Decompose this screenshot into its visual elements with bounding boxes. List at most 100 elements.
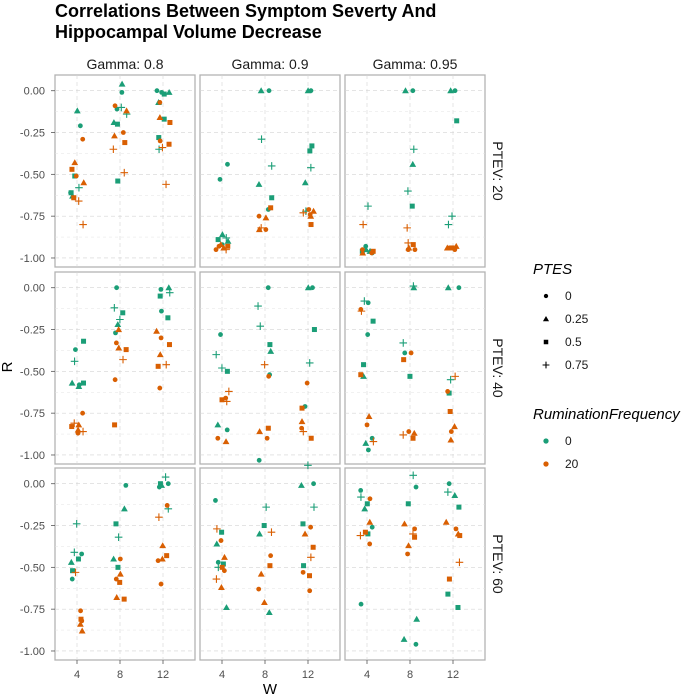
data-point [267,528,276,537]
data-point [444,284,452,291]
data-point [217,241,225,248]
legend-title-rumination: RuminationFrequency [533,406,681,423]
x-tick-label: 12 [447,669,459,681]
data-point [409,145,418,154]
chart-title-line-2: Hippocampal Volume Decrease [55,22,322,42]
data-point [446,576,452,582]
data-point [74,426,82,433]
data-point [364,422,370,428]
data-point [409,471,418,480]
data-point [404,187,412,195]
data-point [119,89,125,95]
data-point [454,530,462,537]
data-point [153,327,160,334]
data-point [405,244,413,251]
data-point [445,591,451,597]
facet-panel: Gamma: 0.9 [199,56,341,268]
facet-panel: PTEV: 40 [344,271,506,465]
data-point [304,380,310,386]
facet-panel: 0.00 -0.25 -0.50 -0.75 -1.00 [20,271,196,465]
data-point [70,568,76,574]
data-point [165,315,171,321]
data-point [358,307,364,312]
data-point [268,553,274,559]
panel-border [344,467,486,661]
data-point [364,202,372,210]
data-point [113,594,121,601]
data-point [309,143,315,149]
data-point [219,564,225,570]
data-point [367,541,373,547]
data-point [307,212,315,219]
x-tick-label: 8 [262,669,268,681]
data-point [399,431,407,439]
data-point [155,558,161,564]
data-point [156,135,162,141]
data-point [71,159,79,166]
data-point [310,503,318,511]
data-point [254,302,262,310]
data-point [455,558,464,567]
data-point [75,183,83,192]
x-tick-label: 8 [407,669,413,681]
data-point [442,518,450,525]
data-point [77,620,84,627]
data-point [447,408,453,414]
y-tick-label: -1.00 [20,646,45,658]
data-point [115,326,123,333]
data-point [358,372,364,378]
y-tick-label: 0.00 [24,479,45,491]
data-point [73,107,81,114]
data-point [155,513,163,521]
data-point [358,488,364,493]
data-point [158,555,166,562]
data-point [218,364,226,372]
data-point [159,308,164,314]
data-point [357,493,365,501]
data-point [310,285,315,291]
data-point [307,588,313,594]
data-point [79,427,87,436]
data-point [311,481,316,487]
data-point [69,166,75,172]
data-point [167,119,173,125]
data-point [412,247,418,253]
data-point [78,608,83,614]
y-tick-label: -0.25 [20,128,45,140]
data-point [301,179,309,186]
legend-key-triangle [542,315,550,322]
data-point [219,231,226,238]
data-point [112,103,118,109]
y-tick-label: -0.25 [20,521,45,533]
data-point [122,140,128,146]
data-point [80,410,86,416]
data-point [78,627,86,634]
data-point [307,148,313,154]
y-tick-label: -1.00 [20,253,45,265]
data-point [257,135,266,144]
data-point [118,80,126,87]
data-point [164,553,170,559]
data-point [157,100,163,105]
data-point [166,141,172,147]
data-point [215,237,221,243]
x-tick-label: 4 [219,669,225,681]
data-point [223,604,230,611]
data-point [446,481,452,487]
data-point [162,360,171,369]
data-point [110,555,118,562]
data-point [71,568,80,577]
data-point [451,492,459,498]
data-point [405,542,412,549]
data-point [215,435,221,441]
data-point [265,285,271,291]
data-point [304,87,312,94]
data-point [77,123,83,129]
data-point [158,581,164,587]
data-point [362,439,370,446]
data-point [79,220,87,229]
data-point [166,342,172,348]
data-point [410,435,416,441]
data-point [365,531,371,537]
